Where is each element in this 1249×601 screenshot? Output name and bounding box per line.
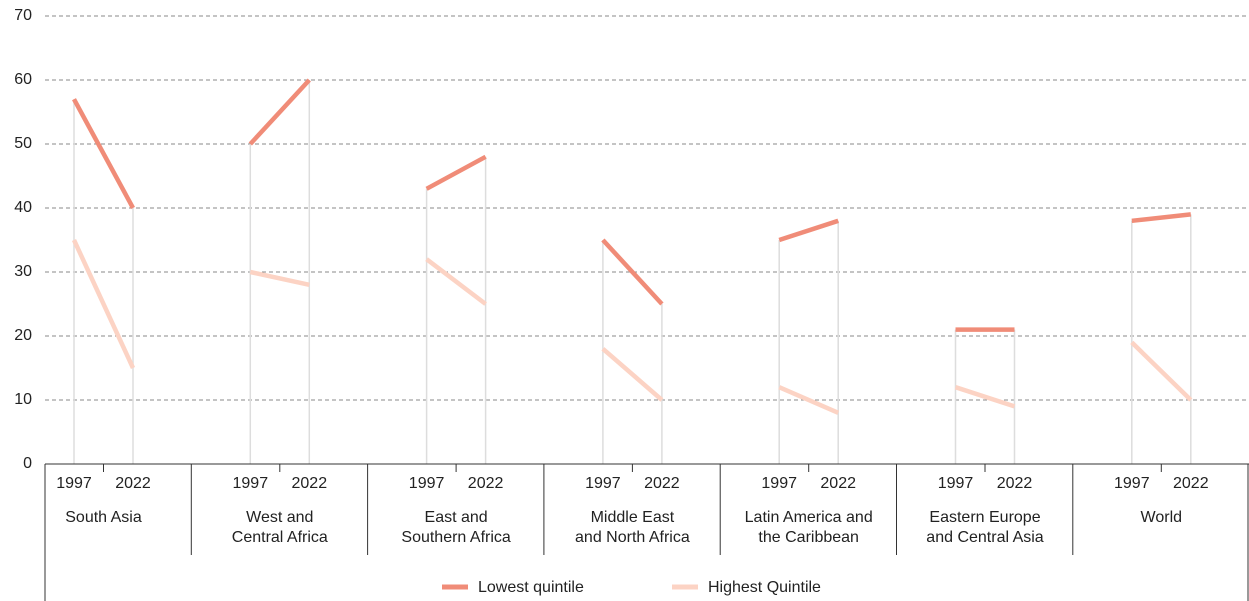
slope-line: [1131, 212, 1192, 224]
x-tick-label: 2022: [115, 475, 151, 492]
x-tick-label: 1997: [585, 475, 621, 492]
y-tick-label: 30: [14, 263, 32, 280]
y-tick-label: 0: [23, 455, 32, 472]
x-tick-label: 2022: [820, 475, 856, 492]
slope-line: [248, 78, 311, 146]
x-tick-label: 1997: [761, 475, 797, 492]
slope-line: [249, 269, 310, 287]
legend-label: Lowest quintile: [478, 579, 584, 596]
group-label: Latin America and the Caribbean: [744, 509, 873, 546]
x-tick-label: 2022: [644, 475, 680, 492]
slope-line: [778, 218, 839, 243]
group-label: Eastern Europe and Central Asia: [926, 509, 1044, 546]
slope-line: [601, 347, 664, 402]
group-label: World: [1140, 509, 1183, 526]
x-tick-label: 2022: [1173, 475, 1209, 492]
x-tick-label: 1997: [938, 475, 974, 492]
slope-line: [425, 154, 487, 191]
x-tick-label: 1997: [1114, 475, 1150, 492]
slope-line: [954, 385, 1016, 409]
slope-line: [71, 239, 136, 369]
y-tick-label: 60: [14, 71, 32, 88]
x-tick-label: 1997: [56, 475, 92, 492]
y-tick-label: 70: [14, 7, 32, 24]
x-tick-label: 2022: [468, 475, 504, 492]
y-tick-label: 10: [14, 391, 32, 408]
legend-label: Highest Quintile: [708, 579, 821, 596]
group-label: East and Southern Africa: [401, 509, 511, 546]
group-label: West and Central Africa: [231, 509, 328, 546]
slope-line: [1130, 340, 1193, 402]
y-tick-label: 20: [14, 327, 32, 344]
slope-line: [425, 257, 487, 306]
x-tick-label: 2022: [997, 475, 1033, 492]
x-tick-label: 1997: [233, 475, 269, 492]
group-label: South Asia: [65, 509, 142, 526]
group-label: Middle East and North Africa: [575, 509, 690, 546]
x-tick-label: 2022: [292, 475, 328, 492]
x-tick-label: 1997: [409, 475, 445, 492]
slope-line: [601, 238, 664, 306]
slope-line: [72, 98, 135, 210]
y-tick-label: 40: [14, 199, 32, 216]
slope-line: [778, 385, 840, 415]
y-tick-label: 50: [14, 135, 32, 152]
